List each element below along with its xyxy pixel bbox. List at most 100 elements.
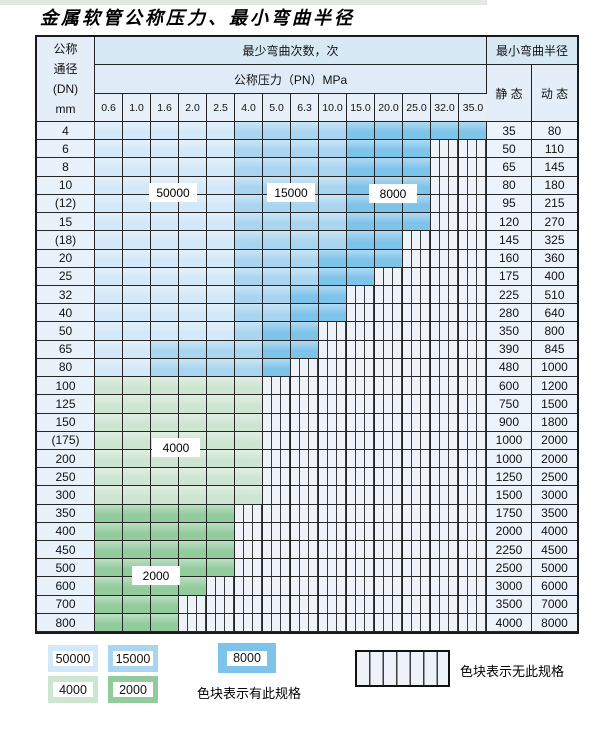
cycle-cell — [151, 304, 179, 323]
dynamic-header: 动 态 — [532, 65, 577, 122]
cycle-cell — [291, 267, 319, 286]
dn-cell: 40 — [37, 304, 95, 323]
cycle-cell — [347, 468, 375, 487]
pressure-column-header: 1.6 — [151, 94, 179, 122]
dynamic-radius-cell: 3500 — [532, 504, 577, 523]
dynamic-radius-cell: 145 — [532, 158, 577, 177]
cycle-cell — [347, 395, 375, 414]
cycle-cell — [263, 122, 291, 141]
cycle-cell — [375, 413, 403, 432]
cycle-cell — [291, 613, 319, 633]
pressure-column-header: 25.0 — [403, 94, 431, 122]
cycle-cell — [459, 358, 487, 378]
legend-swatch-label: 50000 — [53, 651, 93, 666]
cycle-cell — [459, 522, 487, 542]
dn-cell: 700 — [37, 595, 95, 614]
cycle-cell — [235, 413, 263, 432]
cycle-count-label-2000: 2000 — [132, 566, 180, 585]
cycle-cell — [403, 541, 431, 560]
static-radius-cell: 65 — [487, 158, 532, 177]
dynamic-radius-cell: 845 — [532, 340, 577, 359]
cycle-cell — [319, 449, 347, 469]
cycle-cell — [319, 413, 347, 432]
pressure-column-header: 35.0 — [459, 94, 487, 122]
cycle-cell — [459, 541, 487, 560]
cycle-cell — [403, 267, 431, 286]
dynamic-radius-cell: 5000 — [532, 559, 577, 578]
static-radius-cell: 600 — [487, 377, 532, 396]
cycle-cell — [459, 449, 487, 469]
cycle-cell — [179, 158, 207, 177]
cycle-cell — [431, 449, 459, 469]
cycle-cell — [207, 395, 235, 414]
cycle-cell — [319, 267, 347, 286]
table-row-dn-25: 25 175 400 — [37, 267, 577, 286]
dn-cell: 15 — [37, 213, 95, 232]
cycle-cell — [179, 541, 207, 560]
cycle-cell — [151, 468, 179, 487]
cycle-cell — [123, 231, 151, 250]
cycle-cell — [179, 595, 207, 614]
cycle-cell — [291, 449, 319, 469]
dynamic-radius-cell: 1200 — [532, 377, 577, 396]
pressure-column-header: 15.0 — [347, 94, 375, 122]
cycle-cell — [347, 176, 375, 195]
cycle-cell — [291, 249, 319, 268]
dn-cell: 80 — [37, 358, 95, 378]
cycle-cell — [207, 449, 235, 469]
cycle-cell — [95, 122, 123, 141]
dn-column-header: 公称 通径 (DN) mm — [37, 37, 95, 122]
cycle-cell — [123, 158, 151, 177]
static-radius-cell: 95 — [487, 194, 532, 214]
cycle-cell — [375, 267, 403, 286]
cycle-cell — [347, 577, 375, 596]
cycle-cell — [459, 249, 487, 268]
legend-swatch-2000: 2000 — [108, 676, 158, 703]
cycle-cell — [431, 431, 459, 450]
cycle-cell — [123, 613, 151, 633]
cycle-cell — [319, 595, 347, 614]
cycle-cell — [235, 267, 263, 286]
cycle-cell — [235, 285, 263, 305]
cycle-cell — [207, 377, 235, 396]
cycle-cell — [291, 395, 319, 414]
cycle-cell — [375, 231, 403, 250]
cycle-cell — [95, 468, 123, 487]
dn-header-line1: 公称 — [53, 42, 78, 56]
pressure-column-header: 10.0 — [319, 94, 347, 122]
dynamic-radius-cell: 215 — [532, 194, 577, 214]
cycle-cell — [151, 158, 179, 177]
cycle-cell — [263, 449, 291, 469]
cycle-cell — [179, 213, 207, 232]
cycle-cell — [459, 122, 487, 141]
table-body: 4 35 80 6 50 110 8 65 145 10 80 180 (12) 95 215 15 120 27… — [37, 122, 577, 633]
dn-cell: 20 — [37, 249, 95, 268]
cycle-cell — [263, 358, 291, 378]
dynamic-radius-cell: 180 — [532, 176, 577, 195]
cycle-cell — [319, 504, 347, 523]
cycle-cell — [459, 285, 487, 305]
cycle-cell — [263, 559, 291, 578]
cycle-cell — [151, 413, 179, 432]
cycle-cell — [235, 486, 263, 505]
cycle-cell — [123, 468, 151, 487]
cycle-cell — [459, 304, 487, 323]
cycle-cell — [179, 358, 207, 378]
dynamic-radius-cell: 640 — [532, 304, 577, 323]
cycle-cell — [431, 213, 459, 232]
cycle-cell — [291, 486, 319, 505]
dynamic-radius-cell: 110 — [532, 140, 577, 159]
cycle-cell — [375, 340, 403, 359]
legend-swatch-15000: 15000 — [108, 645, 158, 672]
pressure-column-header: 4.0 — [235, 94, 263, 122]
dn-cell: 350 — [37, 504, 95, 523]
dn-cell: 8 — [37, 158, 95, 177]
cycle-cell — [459, 413, 487, 432]
pressure-values-row: 0.6 1.0 1.6 2.0 2.5 4.0 5.0 6.3 10.0 15.0 20.0 25.0… — [95, 94, 487, 122]
legend-swatch-label: 8000 — [227, 650, 267, 666]
cycle-cell — [431, 194, 459, 214]
cycle-cell — [291, 340, 319, 359]
cycle-cell — [347, 377, 375, 396]
scan-artifact-strip — [0, 0, 487, 5]
